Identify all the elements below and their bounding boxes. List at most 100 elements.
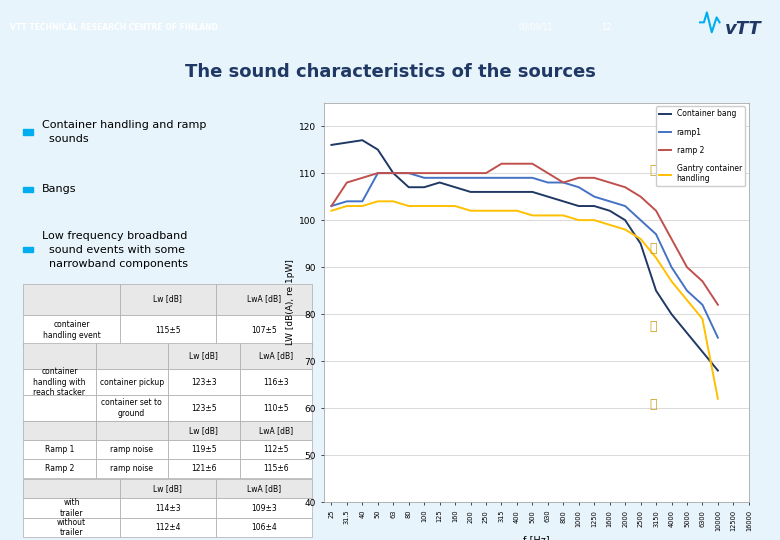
Gantry container
handling [358, 203, 367, 210]
Gantry container
handling [620, 226, 629, 233]
ramp1 [651, 231, 661, 238]
Container bang [466, 188, 475, 195]
X-axis label: f [Hz]: f [Hz] [523, 535, 550, 540]
Container bang [512, 188, 522, 195]
ramp1 [590, 193, 599, 200]
ramp1 [620, 203, 629, 210]
Container bang [605, 207, 615, 214]
Gantry container
handling [373, 198, 382, 205]
Container bang [528, 188, 537, 195]
Container bang [682, 330, 692, 336]
Bar [23, 247, 33, 252]
Container bang [543, 193, 552, 200]
Gantry container
handling [420, 203, 429, 210]
Gantry container
handling [574, 217, 583, 224]
Gantry container
handling [388, 198, 398, 205]
Gantry container
handling [481, 207, 491, 214]
Gantry container
handling [543, 212, 552, 219]
ramp 2 [435, 170, 445, 177]
Container bang [651, 287, 661, 294]
Container bang [636, 240, 645, 247]
ramp1 [667, 264, 676, 271]
ramp1 [327, 203, 336, 210]
ramp1 [497, 174, 506, 181]
ramp 2 [574, 174, 583, 181]
ramp1 [512, 174, 522, 181]
Text: Container handling and ramp
  sounds: Container handling and ramp sounds [42, 120, 207, 144]
Text: 🔊: 🔊 [650, 164, 657, 177]
Bar [23, 186, 33, 192]
Line: ramp 2: ramp 2 [332, 164, 718, 305]
Container bang [698, 348, 707, 355]
Text: Low frequency broadband
  sound events with some
  narrowband components: Low frequency broadband sound events wit… [42, 231, 188, 268]
Container bang [435, 179, 445, 186]
Container bang [497, 188, 506, 195]
Gantry container
handling [651, 254, 661, 261]
Container bang [590, 203, 599, 210]
Text: vTT: vTT [725, 20, 761, 38]
Line: ramp1: ramp1 [332, 173, 718, 338]
Container bang [481, 188, 491, 195]
ramp 2 [404, 170, 413, 177]
ramp1 [682, 287, 692, 294]
Container bang [327, 141, 336, 148]
Container bang [358, 137, 367, 144]
ramp1 [420, 174, 429, 181]
Gantry container
handling [512, 207, 522, 214]
Gantry container
handling [528, 212, 537, 219]
Container bang [420, 184, 429, 191]
Gantry container
handling [327, 207, 336, 214]
Gantry container
handling [466, 207, 475, 214]
ramp 2 [327, 203, 336, 210]
Gantry container
handling [435, 203, 445, 210]
Gantry container
handling [682, 297, 692, 303]
ramp 2 [342, 179, 352, 186]
ramp 2 [528, 160, 537, 167]
Container bang [620, 217, 629, 224]
ramp1 [528, 174, 537, 181]
Gantry container
handling [667, 278, 676, 285]
Text: 09/09/11: 09/09/11 [519, 23, 553, 32]
Y-axis label: LW [dB(A), re 1pW]: LW [dB(A), re 1pW] [285, 259, 295, 346]
ramp 2 [667, 235, 676, 242]
ramp1 [605, 198, 615, 205]
Text: Bangs: Bangs [42, 184, 76, 194]
Gantry container
handling [698, 315, 707, 322]
ramp 2 [620, 184, 629, 191]
ramp 2 [651, 207, 661, 214]
Gantry container
handling [636, 235, 645, 242]
Container bang [342, 139, 352, 146]
Text: 12: 12 [601, 23, 611, 32]
ramp 2 [373, 170, 382, 177]
ramp1 [404, 170, 413, 177]
Text: The sound characteristics of the sources: The sound characteristics of the sources [185, 63, 595, 80]
ramp 2 [636, 193, 645, 200]
ramp 2 [466, 170, 475, 177]
Line: Gantry container
handling: Gantry container handling [332, 201, 718, 399]
Gantry container
handling [450, 203, 459, 210]
ramp 2 [543, 170, 552, 177]
Container bang [388, 170, 398, 177]
Container bang [373, 146, 382, 153]
Bar [23, 130, 33, 134]
Gantry container
handling [558, 212, 568, 219]
ramp1 [636, 217, 645, 224]
ramp1 [698, 301, 707, 308]
ramp1 [574, 184, 583, 191]
ramp 2 [388, 170, 398, 177]
ramp1 [481, 174, 491, 181]
ramp 2 [682, 264, 692, 271]
Container bang [667, 311, 676, 318]
Text: VTT TECHNICAL RESEARCH CENTRE OF FINLAND: VTT TECHNICAL RESEARCH CENTRE OF FINLAND [10, 23, 218, 32]
ramp 2 [590, 174, 599, 181]
Legend: Container bang, ramp1, ramp 2, Gantry container
handling: Container bang, ramp1, ramp 2, Gantry co… [656, 106, 745, 186]
ramp 2 [698, 278, 707, 285]
Gantry container
handling [342, 203, 352, 210]
ramp1 [388, 170, 398, 177]
ramp 2 [512, 160, 522, 167]
Gantry container
handling [605, 221, 615, 228]
ramp 2 [497, 160, 506, 167]
ramp1 [450, 174, 459, 181]
Text: 🔊: 🔊 [650, 242, 657, 255]
Container bang [574, 203, 583, 210]
